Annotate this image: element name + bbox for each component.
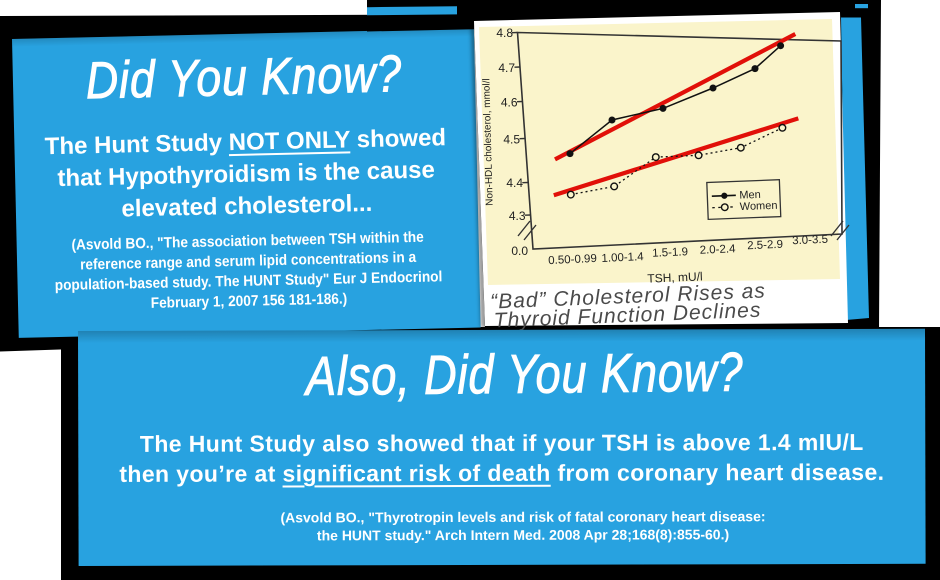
- svg-text:4.5: 4.5: [503, 133, 520, 147]
- svg-text:4.7: 4.7: [498, 61, 515, 75]
- svg-text:Women: Women: [740, 200, 778, 213]
- svg-text:4.3: 4.3: [509, 209, 526, 223]
- svg-text:4.8: 4.8: [496, 26, 513, 40]
- svg-text:1.00-1.4: 1.00-1.4: [601, 251, 644, 265]
- svg-text:Non-HDL cholesterol, mmol/l: Non-HDL cholesterol, mmol/l: [481, 78, 495, 206]
- svg-text:2.5-2.9: 2.5-2.9: [747, 239, 783, 253]
- svg-text:4.4: 4.4: [506, 176, 523, 190]
- svg-text:1.5-1.9: 1.5-1.9: [652, 246, 688, 260]
- svg-text:4.6: 4.6: [501, 96, 518, 110]
- svg-text:TSH, mU/l: TSH, mU/l: [647, 269, 703, 285]
- svg-text:0.0: 0.0: [511, 244, 528, 258]
- svg-text:2.0-2.4: 2.0-2.4: [699, 243, 736, 257]
- svg-text:Men: Men: [739, 189, 761, 202]
- svg-text:3.0-3.5: 3.0-3.5: [792, 234, 828, 248]
- svg-text:0.50-0.99: 0.50-0.99: [548, 253, 597, 267]
